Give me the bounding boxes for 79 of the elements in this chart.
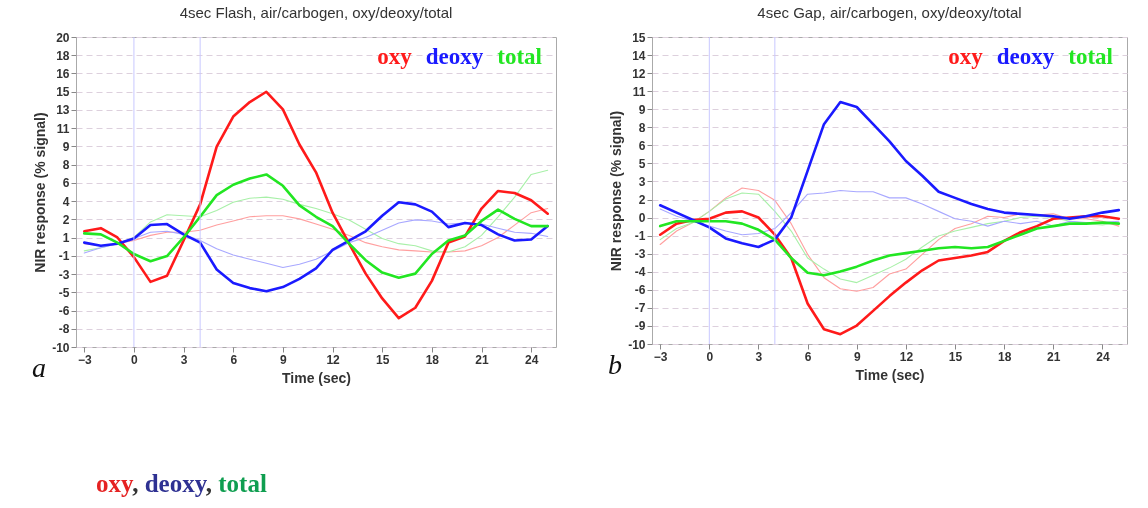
x-axis-title: Time (sec) <box>282 369 351 386</box>
x-axis-title: Time (sec) <box>855 366 925 383</box>
x-tick-label: 3 <box>180 352 188 367</box>
x-tick-label: 0 <box>706 349 714 364</box>
y-tick-label: 8 <box>62 158 70 173</box>
x-tick-label: 24 <box>524 352 539 367</box>
text: oxy <box>377 44 412 69</box>
y-tick-label: 13 <box>56 103 70 118</box>
x-tick-label: 6 <box>804 349 812 364</box>
x-tick-label: 12 <box>326 352 341 367</box>
x-tick-label: 21 <box>475 352 490 367</box>
y-tick-label: -9 <box>634 319 646 334</box>
x-tick-label: 18 <box>425 352 440 367</box>
y-axis-title: NIR response (% signal) <box>608 110 625 272</box>
x-tick-label: −3 <box>77 352 92 367</box>
line-series <box>82 90 550 320</box>
y-tick-label: 1 <box>62 231 70 246</box>
text: oxy <box>948 44 983 69</box>
x-tick-label: 21 <box>1047 349 1061 364</box>
y-tick-label: -5 <box>58 285 70 300</box>
line-series <box>658 100 1121 249</box>
y-tick-label: 0 <box>638 211 646 226</box>
y-tick-label: -3 <box>58 267 70 282</box>
x-tick-label: −3 <box>653 349 668 364</box>
y-axis-title: NIR response (% signal) <box>32 112 49 273</box>
text: deoxy <box>425 44 484 69</box>
y-tick-label: 15 <box>632 30 646 45</box>
line-series <box>82 201 550 293</box>
text: deoxy <box>996 44 1055 69</box>
y-tick-label: -10 <box>52 340 70 355</box>
line-series <box>658 219 1121 277</box>
x-tick-label: 15 <box>376 352 390 367</box>
text: oxy, deoxy, total <box>96 470 267 498</box>
y-tick-label: -1 <box>634 229 646 244</box>
y-tick-label: 11 <box>56 121 70 136</box>
x-tick-label: 0 <box>131 352 139 367</box>
y-tick-label: 6 <box>638 138 646 153</box>
y-tick-label: -1 <box>58 249 70 264</box>
x-tick-label: 6 <box>230 352 238 367</box>
chart-title: 4sec Gap, air/carbogen, oxy/deoxy/total <box>757 4 1022 21</box>
y-tick-label: 15 <box>56 85 70 100</box>
y-tick-label: 8 <box>638 120 646 135</box>
y-tick-label: 2 <box>62 212 70 227</box>
y-tick-label: 12 <box>632 66 646 81</box>
y-tick-label: -8 <box>58 322 70 337</box>
y-tick-label: 2 <box>638 193 646 208</box>
y-tick-label: -3 <box>634 247 646 262</box>
x-tick-label: 9 <box>280 352 288 367</box>
y-tick-label: -6 <box>634 283 646 298</box>
x-tick-label: 12 <box>899 349 914 364</box>
y-tick-label: 3 <box>638 174 646 189</box>
line-series <box>83 169 549 253</box>
x-tick-label: 24 <box>1096 349 1110 364</box>
y-tick-label: -10 <box>628 337 646 352</box>
y-tick-label: 11 <box>632 84 646 99</box>
y-tick-label: 16 <box>56 66 70 81</box>
line-series <box>82 173 550 280</box>
y-tick-label: 9 <box>638 102 646 117</box>
y-tick-label: 6 <box>62 176 70 191</box>
text: total <box>497 44 542 69</box>
x-tick-label: 3 <box>755 349 763 364</box>
y-tick-label: 14 <box>632 48 646 63</box>
x-tick-label: 15 <box>948 349 963 364</box>
line-series <box>83 207 549 253</box>
y-tick-label: -4 <box>634 265 646 280</box>
text: a <box>32 352 46 383</box>
y-tick-label: 5 <box>638 156 646 171</box>
y-tick-label: 9 <box>62 139 70 154</box>
y-tick-label: 4 <box>62 194 70 209</box>
y-tick-label: -6 <box>58 304 70 319</box>
x-tick-label: 18 <box>997 349 1012 364</box>
y-tick-label: -7 <box>634 301 646 316</box>
x-tick-label: 9 <box>853 349 861 364</box>
y-tick-label: 20 <box>56 30 70 45</box>
chart-title: 4sec Flash, air/carbogen, oxy/deoxy/total <box>179 4 453 21</box>
text: total <box>1068 44 1113 69</box>
y-tick-label: 18 <box>56 48 70 63</box>
line-series <box>659 189 1120 236</box>
text: b <box>608 349 622 380</box>
